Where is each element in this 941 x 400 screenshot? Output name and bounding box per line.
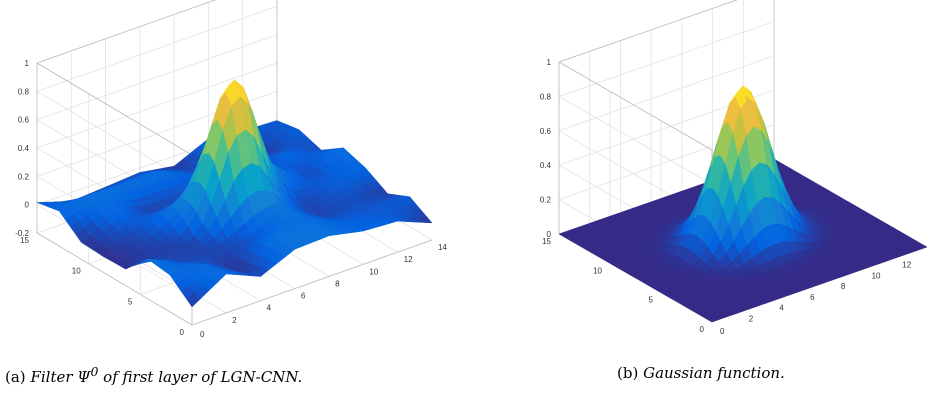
z-tick-label: 0.6 [540, 127, 552, 136]
x-tick-label: 8 [335, 279, 340, 288]
axis-edge [36, 232, 193, 326]
x-tick-label: 8 [841, 282, 846, 291]
grid-line [36, 5, 278, 92]
surface-plot-gaussian: 0 0.2 0.4 0.6 0.8 1 0 5 10 15 2 4 6 8 10 12 0 [500, 0, 941, 354]
z-tick-label: 0.2 [540, 196, 552, 205]
y-tick-label: 0 [700, 325, 705, 334]
x-tick-label: 4 [779, 304, 784, 313]
grid-line [558, 21, 775, 97]
grid-line [558, 55, 775, 132]
surface-plot-filter: -0.2 0 0.2 0.4 0.6 0.8 1 0 5 10 15 2 4 6 8 10 12 14 0 [0, 0, 450, 354]
y-tick-label: 5 [649, 296, 654, 305]
surface-patch [417, 216, 433, 224]
x-tick-label: 6 [810, 293, 815, 302]
surface-patch [913, 243, 928, 250]
grid-line [36, 0, 217, 64]
caption-a-superscript: 0 [90, 364, 99, 379]
axis-edge [36, 62, 193, 156]
x-tick-label: 2 [749, 314, 754, 323]
y-tick-label: 15 [542, 237, 551, 246]
x-tick-label: 12 [902, 261, 911, 270]
y-tick-label: 0 [180, 328, 185, 337]
z-tick-label: 0 [547, 230, 552, 239]
x-tick-label: 0 [200, 330, 205, 339]
z-tick-label: 0.8 [18, 87, 30, 96]
x-tick-label: 4 [267, 304, 272, 313]
caption-a-label: (a) [5, 368, 26, 386]
x-tick-label: 6 [301, 292, 306, 301]
caption-b: (b) Gaussian function. [617, 364, 785, 382]
x-tick-label: 12 [404, 255, 413, 264]
z-tick-label: 0.4 [18, 144, 30, 153]
grid-line [36, 62, 278, 149]
caption-a-symbol: Ψ [77, 368, 91, 386]
grid-line [558, 96, 713, 185]
y-tick-label: 15 [20, 236, 29, 245]
z-tick-label: -0.2 [15, 229, 29, 238]
y-tick-label: 10 [593, 266, 602, 275]
caption-b-text: Gaussian function. [643, 364, 785, 382]
z-tick-label: 0.2 [18, 172, 30, 181]
caption-a-text-before: Filter [30, 368, 78, 386]
grid-line [36, 34, 278, 121]
z-tick-label: 1 [25, 59, 30, 68]
axis-edge [558, 0, 738, 63]
x-tick-label: 2 [232, 316, 237, 325]
z-tick-label: 0.8 [540, 92, 552, 101]
x-tick-label: 0 [720, 327, 725, 336]
axis-edge [36, 0, 217, 64]
z-tick-label: 0 [25, 201, 30, 210]
z-tick-label: 0.4 [540, 161, 552, 170]
caption-a: (a) Filter Ψ0 of first layer of LGN-CNN. [5, 364, 302, 386]
z-tick-label: 1 [547, 58, 552, 67]
x-tick-label: 10 [872, 271, 881, 280]
caption-b-label: (b) [617, 364, 639, 382]
x-tick-label: 14 [438, 243, 447, 252]
axis-edge [558, 61, 713, 151]
grid-line [558, 0, 738, 63]
axis-edge [191, 239, 433, 326]
z-tick-label: 0.6 [18, 116, 30, 125]
y-tick-label: 10 [72, 267, 81, 276]
y-tick-label: 5 [128, 297, 133, 306]
x-tick-label: 10 [369, 267, 378, 276]
caption-a-text-after: of first layer of LGN-CNN. [98, 368, 303, 386]
